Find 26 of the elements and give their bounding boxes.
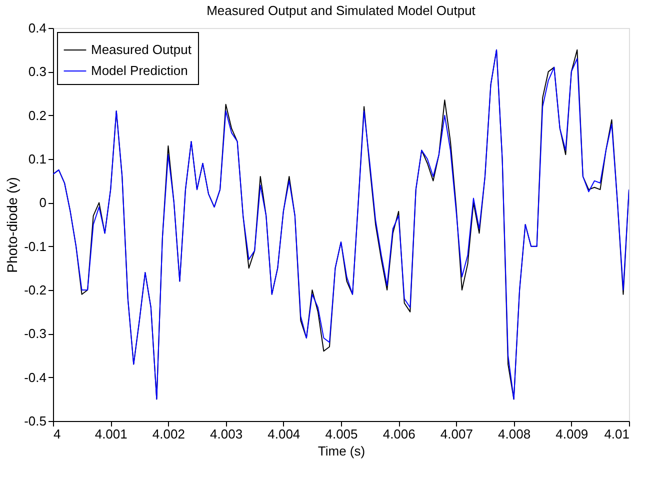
y-tick-label: 0.4: [28, 20, 46, 36]
x-axis-title: Time (s): [318, 444, 366, 458]
x-tick-label: 4: [54, 426, 61, 442]
x-tick-label: 4.006: [382, 426, 416, 442]
x-tick-label: 4.002: [152, 426, 185, 442]
y-tick-label: 0: [39, 195, 46, 210]
y-axis-title: Photo-diode (v): [4, 177, 20, 273]
x-tick-label: 4.003: [210, 426, 243, 442]
y-tick-label: -0.4: [24, 370, 46, 385]
y-tick-label: -0.1: [24, 238, 46, 254]
legend-label: Model Prediction: [91, 63, 188, 78]
x-tick-label: 4.01: [604, 426, 630, 442]
y-tick-label: -0.3: [24, 326, 46, 342]
y-tick-label: -0.5: [24, 414, 46, 428]
x-tick-label: 4.001: [94, 426, 128, 442]
chart-title: Measured Output and Simulated Model Output: [206, 3, 476, 18]
y-tick-label: -0.2: [24, 282, 46, 298]
y-tick-label: 0.1: [28, 152, 46, 166]
x-tick-label: 4.008: [498, 426, 531, 442]
x-tick-label: 4.007: [440, 426, 473, 442]
legend-label: Measured Output: [91, 42, 192, 57]
x-tick-label: 4.004: [268, 426, 300, 442]
x-tick-label: 4.009: [556, 426, 588, 442]
y-tick-label: 0.2: [28, 108, 46, 123]
x-tick-label: 4.005: [325, 426, 358, 442]
y-tick-label: 0.3: [28, 64, 46, 80]
